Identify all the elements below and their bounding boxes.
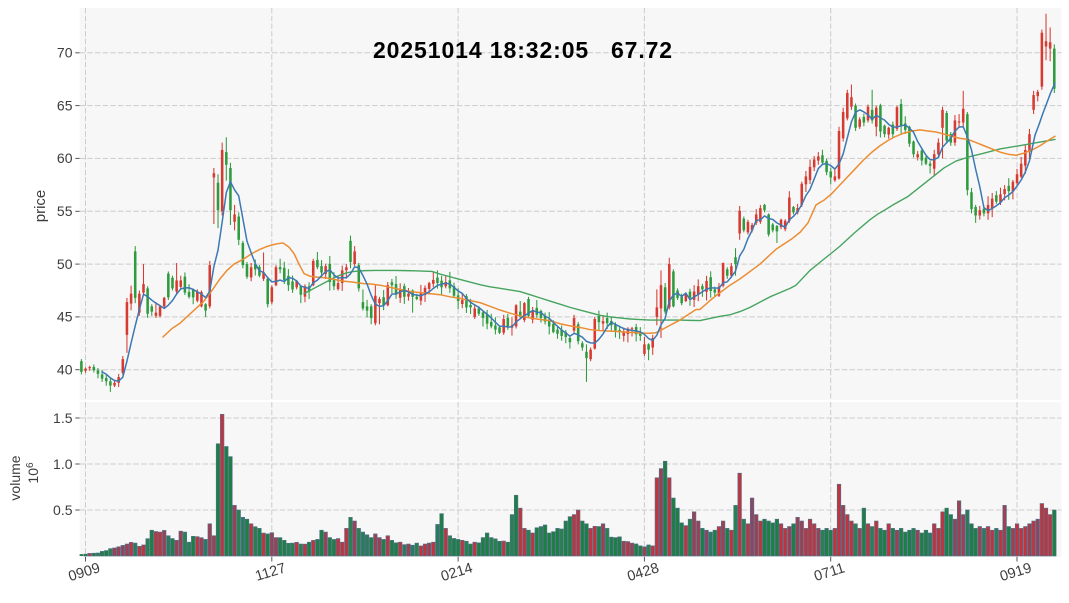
svg-text:55: 55 (57, 203, 73, 219)
svg-text:65: 65 (57, 97, 73, 113)
svg-text:40: 40 (57, 362, 73, 378)
svg-text:70: 70 (57, 45, 73, 61)
svg-text:price: price (32, 190, 49, 223)
svg-text:45: 45 (57, 309, 73, 325)
svg-text:1.5: 1.5 (53, 410, 73, 426)
svg-text:1.0: 1.0 (53, 456, 73, 472)
svg-text:50: 50 (57, 256, 73, 272)
svg-text:0.5: 0.5 (53, 502, 73, 518)
svg-text:60: 60 (57, 150, 73, 166)
svg-text:volume: volume (7, 455, 23, 500)
svg-text:20251014 18:32:05 67.72: 20251014 18:32:05 67.72 (373, 37, 673, 63)
